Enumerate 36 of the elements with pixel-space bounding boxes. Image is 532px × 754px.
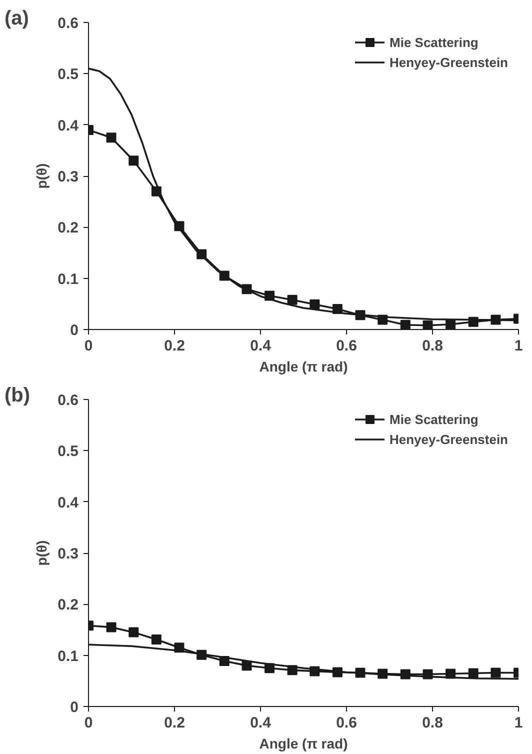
x-tick-label: 0.8: [422, 338, 443, 354]
y-tick-label: 0.3: [58, 168, 79, 186]
y-axis-title: p(θ): [34, 163, 50, 189]
x-axis-title: Angle (π rad): [259, 358, 348, 374]
y-tick-label: 0.4: [58, 494, 80, 512]
legend-label: Henyey-Greenstein: [390, 54, 508, 70]
text: (b): [4, 384, 30, 406]
y-tick-label: 0.1: [58, 270, 79, 288]
y-tick-label: 0.2: [58, 220, 79, 237]
x-tick-label: 0.4: [250, 338, 272, 354]
y-tick-label: 0.4: [58, 117, 80, 134]
x-tick-label: 0.6: [336, 338, 357, 354]
legend-label: Mie Scattering: [390, 34, 478, 50]
y-tick-label: 0.2: [58, 596, 79, 614]
y-tick-label: 0.6: [58, 392, 79, 409]
y-tick-label: 0.5: [58, 66, 79, 84]
y-tick-label: 0.5: [58, 443, 79, 460]
y-tick-label: 0.1: [58, 648, 79, 665]
x-tick-label: 0.6: [336, 714, 357, 732]
text: (a): [4, 8, 29, 30]
legend-label: Henyey-Greenstein: [390, 432, 508, 446]
x-tick-label: 0: [84, 714, 93, 732]
y-axis-title: p(θ): [34, 540, 50, 566]
x-tick-label: 1: [514, 338, 523, 354]
x-axis-title: Angle (π rad): [259, 736, 348, 752]
x-tick-label: 0.2: [164, 338, 185, 354]
x-tick-label: 0.4: [250, 714, 272, 732]
legend-label: Mie Scattering: [390, 412, 478, 426]
y-tick-label: 0: [70, 322, 78, 339]
y-tick-label: 0.6: [58, 15, 79, 32]
x-tick-label: 0: [84, 338, 93, 354]
y-tick-label: 0.3: [58, 546, 79, 562]
x-tick-label: 1: [514, 714, 523, 732]
y-tick-label: 0: [70, 699, 78, 716]
x-tick-label: 0.2: [164, 714, 185, 732]
x-tick-label: 0.8: [422, 714, 443, 732]
